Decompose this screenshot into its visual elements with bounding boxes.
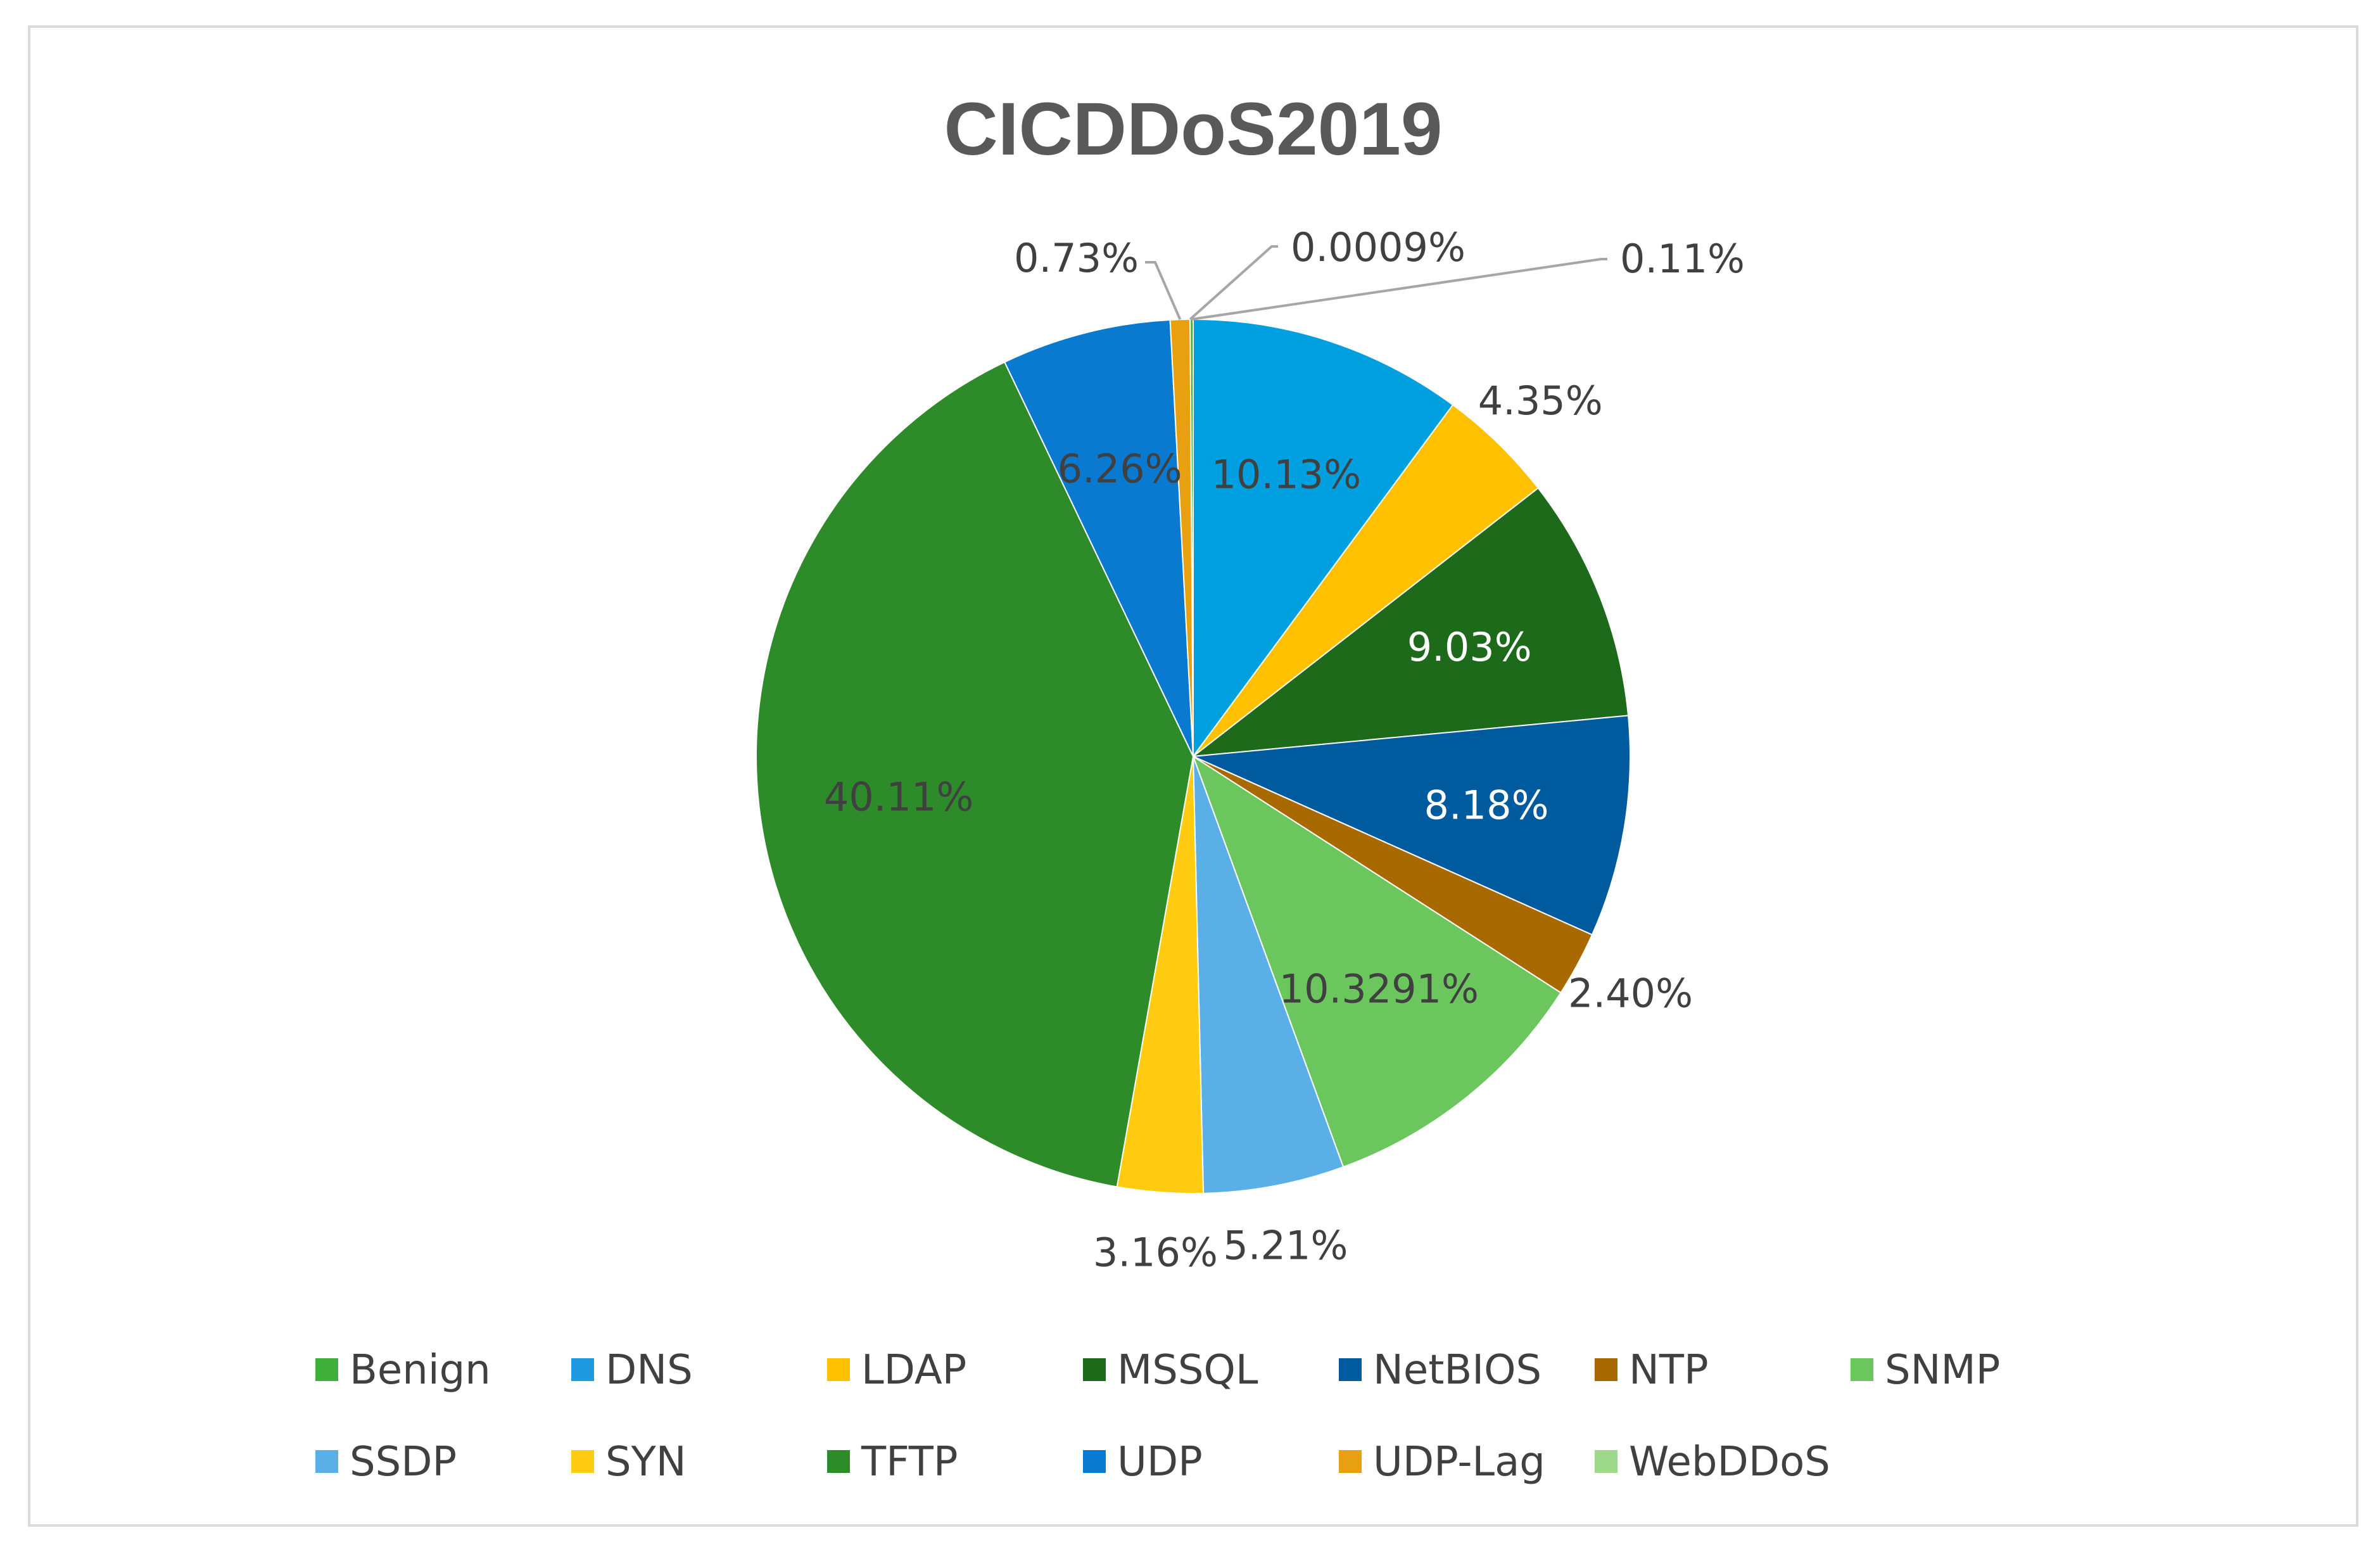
legend-label-benign: Benign — [350, 1347, 491, 1394]
legend-swatch-syn — [571, 1450, 594, 1473]
data-label-benign: 0.11% — [1620, 236, 1745, 282]
pie-slice-ldap — [1193, 404, 1540, 757]
pie-slices — [756, 318, 1631, 1194]
data-label-syn: 3.16% — [1093, 1230, 1218, 1276]
legend-label-dns: DNS — [605, 1347, 693, 1394]
legend-label-mssql: MSSQL — [1117, 1347, 1258, 1394]
data-label-mssql: 9.03% — [1407, 624, 1532, 670]
data-label-ldap: 4.35% — [1478, 378, 1603, 424]
legend-swatch-mssql — [1083, 1358, 1106, 1381]
legend-item-udp-lag: UDP-Lag — [1339, 1439, 1545, 1486]
leader-line-benign — [1191, 258, 1607, 321]
data-label-ntp: 2.40% — [1568, 970, 1693, 1016]
legend-swatch-webddos — [1595, 1450, 1617, 1473]
legend-swatch-netbios — [1339, 1358, 1362, 1381]
legend-item-dns: DNS — [571, 1347, 693, 1394]
data-label-webddos: 0.0009% — [1291, 224, 1465, 271]
pie-slice-mssql — [1191, 487, 1630, 758]
legend-swatch-snmp — [1851, 1358, 1873, 1381]
leader-line-webddos — [1189, 245, 1278, 321]
legend-item-syn: SYN — [571, 1439, 687, 1486]
data-label-ssdp: 5.21% — [1223, 1222, 1348, 1268]
legend-label-ssdp: SSDP — [350, 1439, 457, 1486]
legend-swatch-benign — [315, 1358, 338, 1381]
chart-frame: CICDDoS2019 10.13% 4.35% 9.03% 8.18% 2.40% 10… — [28, 25, 2358, 1527]
data-label-dns: 10.13% — [1212, 451, 1361, 497]
legend-swatch-ldap — [827, 1358, 850, 1381]
legend-swatch-udp — [1083, 1450, 1106, 1473]
legend-item-tftp: TFTP — [827, 1439, 958, 1486]
legend-label-udp: UDP — [1117, 1439, 1203, 1486]
legend-label-tftp: TFTP — [861, 1439, 958, 1486]
legend-label-snmp: SNMP — [1885, 1347, 2000, 1394]
pie-slice-snmp — [1192, 755, 1562, 1168]
legend-swatch-tftp — [827, 1450, 850, 1473]
legend-swatch-udp-lag — [1339, 1450, 1362, 1473]
legend-item-snmp: SNMP — [1851, 1347, 2000, 1394]
legend-swatch-dns — [571, 1358, 594, 1381]
pie-slice-netbios — [1191, 715, 1631, 936]
legend-label-webddos: WebDDoS — [1629, 1439, 1830, 1486]
data-label-tftp: 40.11% — [824, 774, 973, 820]
legend-label-ntp: NTP — [1629, 1347, 1709, 1394]
legend-item-benign: Benign — [315, 1347, 491, 1394]
legend-label-netbios: NetBIOS — [1373, 1347, 1541, 1394]
leader-lines — [1145, 245, 1607, 321]
legend: Benign DNS LDAP MSSQL NetBIOS NTP SNMP SSDP SYN T… — [315, 1347, 2000, 1486]
data-label-udp-lag: 0.73% — [1014, 235, 1139, 281]
legend-swatch-ssdp — [315, 1450, 338, 1473]
legend-item-udp: UDP — [1083, 1439, 1203, 1486]
legend-label-ldap: LDAP — [861, 1347, 966, 1394]
legend-item-webddos: WebDDoS — [1595, 1439, 1830, 1486]
legend-item-ldap: LDAP — [827, 1347, 966, 1394]
legend-item-netbios: NetBIOS — [1339, 1347, 1541, 1394]
chart-title: CICDDoS2019 — [944, 87, 1443, 171]
pie-slice-dns — [1193, 318, 1454, 759]
legend-label-udp-lag: UDP-Lag — [1373, 1439, 1545, 1486]
pie-slice-ssdp — [1193, 756, 1345, 1194]
legend-item-ssdp: SSDP — [315, 1439, 457, 1486]
data-label-netbios: 8.18% — [1424, 782, 1549, 828]
pie-slice-tftp — [756, 361, 1194, 1188]
legend-swatch-ntp — [1595, 1358, 1617, 1381]
leader-line-udp-lag — [1145, 261, 1182, 321]
pie-slice-udp — [1003, 319, 1194, 757]
legend-item-mssql: MSSQL — [1083, 1347, 1258, 1394]
data-label-snmp: 10.3291% — [1279, 965, 1479, 1012]
data-label-udp: 6.26% — [1058, 445, 1182, 492]
legend-label-syn: SYN — [605, 1439, 687, 1486]
legend-item-ntp: NTP — [1595, 1347, 1709, 1394]
data-labels: 10.13% 4.35% 9.03% 8.18% 2.40% 10.3291% 5.21%3… — [824, 224, 1745, 1276]
pie-chart: CICDDoS2019 10.13%4.35%9.03%8.18%2.40%10… — [315, 87, 2000, 1486]
